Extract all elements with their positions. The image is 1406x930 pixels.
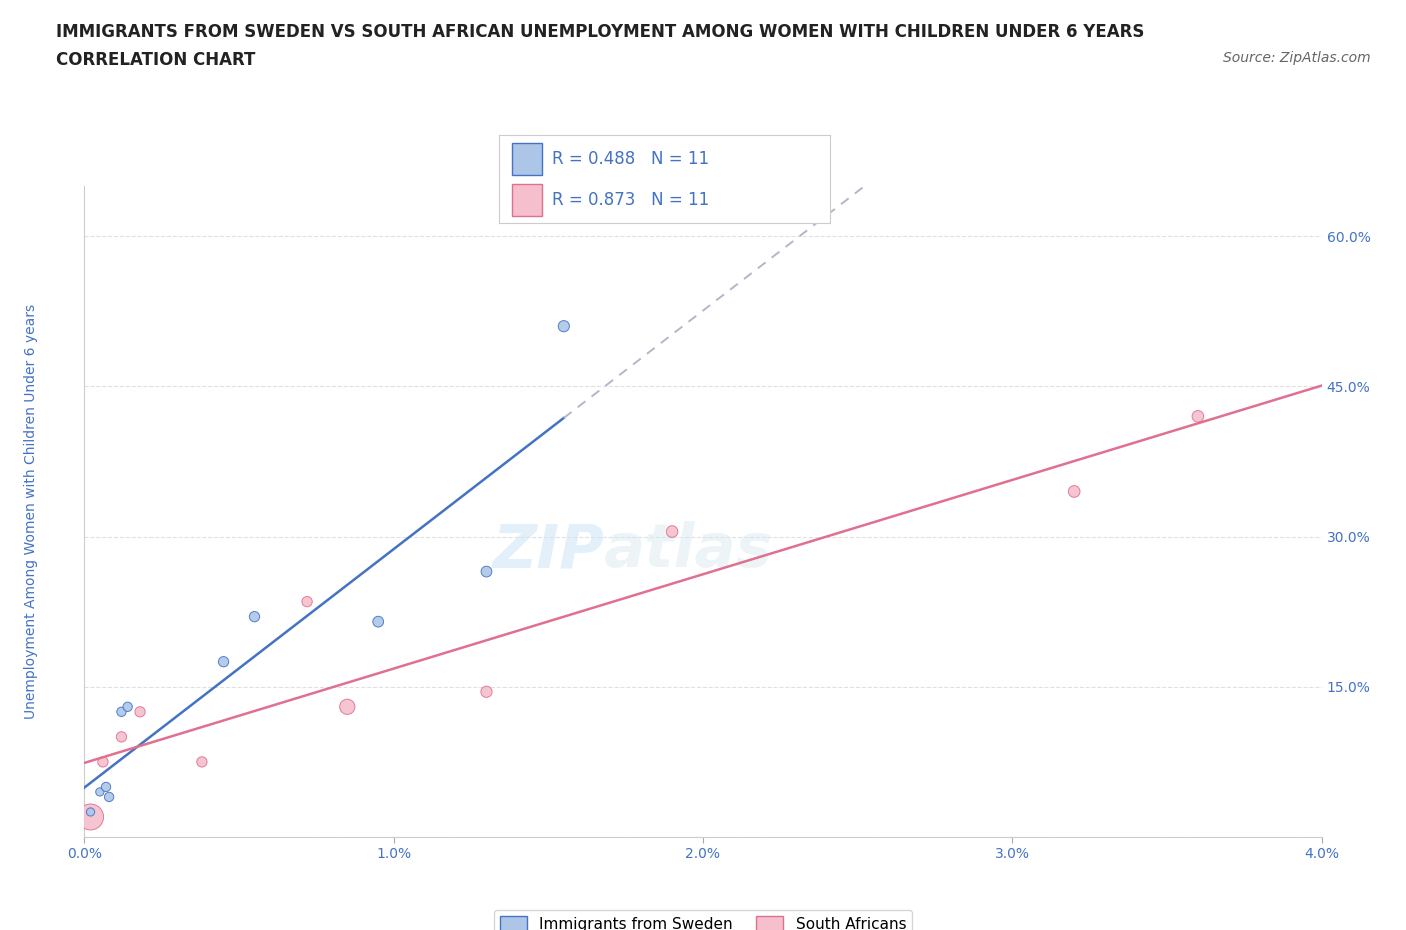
Point [475, 684, 498, 699]
Text: atlas: atlas [605, 521, 773, 580]
Point [98, 790, 121, 804]
Text: Source: ZipAtlas.com: Source: ZipAtlas.com [1223, 51, 1371, 65]
Text: Unemployment Among Women with Children Under 6 years: Unemployment Among Women with Children U… [24, 304, 38, 719]
Point [110, 729, 132, 744]
Point [117, 699, 139, 714]
Text: ZIP: ZIP [492, 521, 605, 580]
Point [475, 565, 498, 579]
Point [553, 319, 575, 334]
Point [212, 655, 235, 670]
Point [367, 614, 389, 629]
Point [91, 754, 114, 769]
Text: IMMIGRANTS FROM SWEDEN VS SOUTH AFRICAN UNEMPLOYMENT AMONG WOMEN WITH CHILDREN U: IMMIGRANTS FROM SWEDEN VS SOUTH AFRICAN … [56, 23, 1144, 41]
Point [243, 609, 266, 624]
Text: CORRELATION CHART: CORRELATION CHART [56, 51, 256, 69]
Point [89, 785, 111, 800]
Point [1187, 409, 1209, 424]
Text: R = 0.488   N = 11: R = 0.488 N = 11 [553, 150, 709, 167]
Text: R = 0.873   N = 11: R = 0.873 N = 11 [553, 192, 709, 209]
Point [191, 754, 214, 769]
Point [1063, 484, 1085, 498]
Point [79, 804, 101, 819]
Bar [512, 143, 543, 175]
Point [661, 525, 683, 539]
Legend: Immigrants from Sweden, South Africans: Immigrants from Sweden, South Africans [494, 910, 912, 930]
Point [110, 704, 132, 719]
Point [295, 594, 318, 609]
Point [336, 699, 359, 714]
Point [129, 704, 152, 719]
Bar [512, 184, 543, 216]
Point [94, 779, 117, 794]
Point [79, 809, 101, 824]
